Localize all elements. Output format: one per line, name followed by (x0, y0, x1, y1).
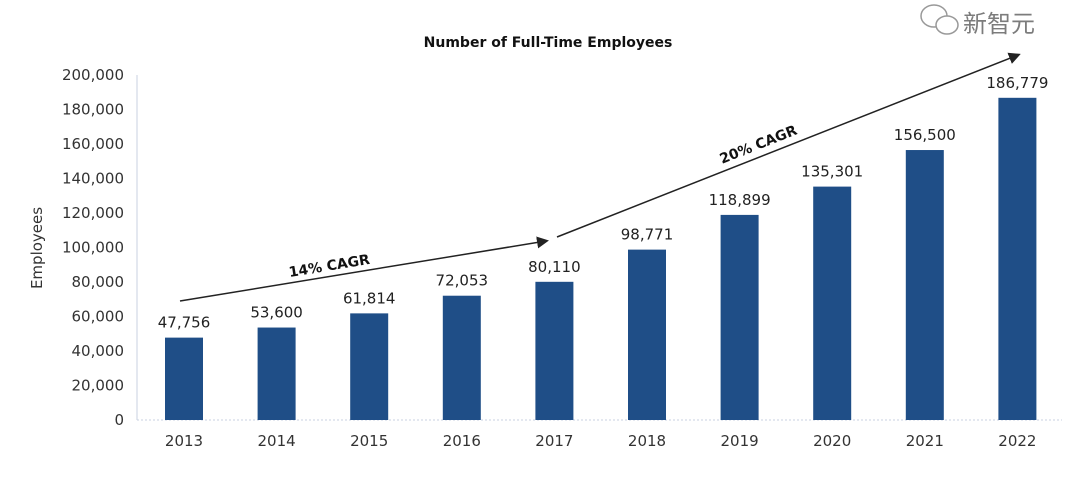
data-label: 80,110 (528, 258, 581, 276)
watermark: 新智元 (920, 4, 1035, 38)
data-label: 98,771 (621, 226, 674, 244)
x-tick-label: 2018 (628, 432, 666, 450)
data-label: 186,779 (986, 74, 1048, 92)
x-tick-label: 2019 (721, 432, 759, 450)
cagr-arrow (556, 52, 1021, 238)
bar-2022 (998, 97, 1037, 421)
x-tick-label: 2016 (443, 432, 481, 450)
y-tick-label: 60,000 (72, 308, 125, 326)
data-label: 156,500 (894, 126, 956, 144)
data-label: 72,053 (436, 272, 489, 290)
bar-2021 (905, 150, 944, 420)
bar-2016 (442, 295, 481, 420)
y-tick-label: 20,000 (72, 377, 125, 395)
y-tick-label: 120,000 (62, 204, 124, 222)
data-label: 61,814 (343, 289, 396, 307)
bar-2017 (535, 281, 574, 420)
x-tick-label: 2017 (535, 432, 573, 450)
y-tick-label: 100,000 (62, 239, 124, 257)
y-tick-label: 200,000 (62, 66, 124, 84)
y-tick-label: 40,000 (72, 342, 125, 360)
bar-2018 (628, 249, 666, 420)
y-tick-label: 0 (114, 411, 124, 429)
bar-2019 (720, 214, 759, 420)
y-tick-label: 80,000 (72, 273, 125, 291)
x-tick-label: 2021 (906, 432, 944, 450)
bar-2013 (165, 337, 203, 420)
bar-2020 (813, 186, 852, 420)
x-tick-label: 2014 (258, 432, 296, 450)
x-tick-label: 2020 (813, 432, 851, 450)
bar-2014 (257, 327, 296, 420)
x-tick-label: 2015 (350, 432, 388, 450)
data-label: 47,756 (158, 314, 211, 332)
x-tick-label: 2022 (998, 432, 1036, 450)
data-label: 53,600 (250, 304, 303, 322)
y-tick-label: 140,000 (62, 170, 124, 188)
y-axis-label: Employees (28, 207, 46, 289)
x-tick-label: 2013 (165, 432, 203, 450)
cagr-arrow (179, 236, 549, 302)
data-label: 118,899 (709, 191, 771, 209)
y-tick-label: 160,000 (62, 135, 124, 153)
watermark-text: 新智元 (963, 10, 1035, 38)
y-tick-label: 180,000 (62, 101, 124, 119)
data-label: 135,301 (801, 163, 863, 181)
chart-title: Number of Full-Time Employees (424, 35, 673, 51)
bar-2015 (350, 313, 389, 420)
cagr-label: 20% CAGR (718, 123, 800, 168)
wechat-icon (920, 4, 959, 35)
